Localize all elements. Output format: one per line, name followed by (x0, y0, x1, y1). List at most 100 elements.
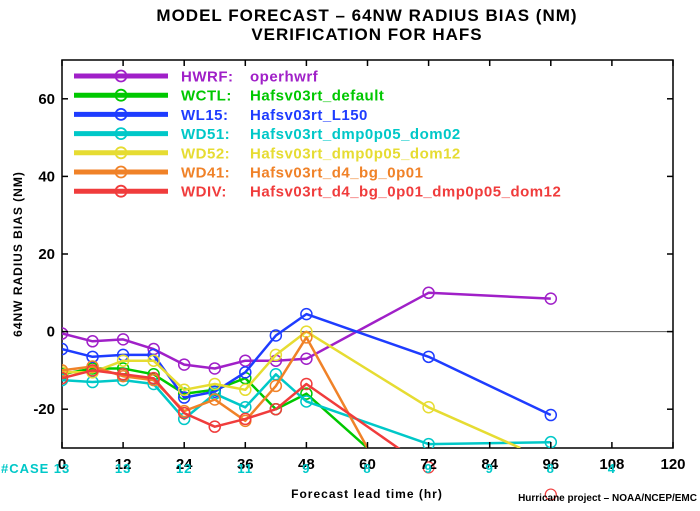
data-point (544, 408, 558, 422)
data-point (208, 420, 221, 433)
legend-swatch-marker (114, 184, 128, 198)
x-tick-label: 60 (359, 456, 376, 473)
data-point (422, 401, 435, 414)
legend-swatch-marker (114, 146, 128, 160)
data-point (300, 331, 313, 344)
legend-description: Hafsv03rt_d4_bg_0p01 (250, 165, 423, 182)
legend-label: WDIV: (181, 184, 227, 201)
x-axis-label: Forecast lead time (hr) (291, 487, 443, 501)
legend-entry: WCTL: Hafsv03rt_default (74, 88, 384, 105)
data-point (269, 379, 283, 393)
x-tick-label: 96 (542, 456, 559, 473)
data-point (239, 366, 252, 379)
series-wl15 (62, 307, 558, 422)
y-tick-label: 40 (38, 168, 55, 185)
y-tick-label: 0 (47, 324, 55, 341)
data-point (86, 364, 99, 377)
case-count-value: 12 (176, 461, 192, 476)
data-point (208, 377, 221, 391)
legend-swatch-marker (114, 165, 128, 179)
data-point (422, 286, 435, 300)
legend-swatch-marker (114, 127, 128, 141)
data-point (86, 360, 99, 373)
legend-entry: WL15: Hafsv03rt_L150 (74, 107, 368, 124)
data-point (86, 335, 99, 348)
case-count-value: 4 (608, 461, 616, 476)
chart-title-line-1: MODEL FORECAST – 64NW RADIUS BIAS (NM) (156, 6, 577, 25)
data-point (422, 437, 435, 448)
legend-label: WCTL: (181, 88, 232, 105)
series-line (62, 291, 551, 370)
data-point (300, 395, 313, 408)
data-point (239, 383, 252, 397)
case-count-value: 9 (424, 461, 432, 476)
data-point (177, 391, 191, 404)
legend-swatch-marker (114, 88, 128, 102)
legend-description: Hafsv03rt_d4_bg_0p01_dmp0p05_dom12 (250, 184, 561, 201)
legend-entry: WD41: Hafsv03rt_d4_bg_0p01 (74, 165, 423, 182)
data-point (62, 327, 69, 340)
data-point (300, 307, 313, 321)
data-point (116, 333, 130, 346)
data-point (300, 352, 313, 366)
data-point (269, 402, 283, 416)
data-point (62, 342, 69, 356)
data-point (177, 406, 191, 420)
series-line (62, 312, 552, 417)
data-point (177, 358, 191, 371)
data-point-offscale (544, 488, 557, 501)
legend-entry: HWRF: operhwrf (74, 69, 318, 86)
legend-entry: WDIV: Hafsv03rt_d4_bg_0p01_dmp0p05_dom12 (74, 184, 561, 201)
case-count-value: 9 (486, 461, 494, 476)
legend-description: Hafsv03rt_default (250, 88, 384, 105)
x-tick-label: 84 (481, 456, 498, 473)
data-point (177, 383, 191, 397)
data-point (86, 350, 99, 364)
x-tick-label: 108 (599, 456, 624, 473)
y-tick-label: 20 (38, 246, 55, 263)
legend-label: WD52: (181, 145, 230, 162)
case-count-value: 13 (54, 461, 70, 476)
x-tick-label: 12 (115, 456, 132, 473)
case-count-value: 13 (115, 461, 131, 476)
data-point (300, 387, 313, 400)
x-tick-label: 36 (237, 456, 254, 473)
data-point (62, 371, 69, 385)
legend-entry: WD52: Hafsv03rt_dmp0p05_dom12 (74, 145, 461, 162)
x-tick-label: 72 (420, 456, 437, 473)
data-point (544, 292, 558, 305)
y-tick-label: -20 (33, 401, 55, 418)
data-point (208, 393, 221, 406)
data-point (147, 354, 160, 367)
series-wdiv (62, 364, 401, 448)
data-point (422, 350, 435, 364)
data-point (269, 329, 283, 342)
data-point (116, 368, 130, 381)
data-point (239, 412, 252, 426)
legend-label: HWRF: (181, 69, 233, 86)
x-tick-label: 0 (58, 456, 66, 473)
data-point (147, 371, 160, 385)
data-point (269, 348, 283, 362)
case-count-value: 8 (363, 461, 371, 476)
series-line (62, 367, 369, 448)
x-tick-label: 120 (660, 456, 685, 473)
data-point-offscale (422, 461, 435, 474)
case-count-value: 9 (302, 461, 310, 476)
credit-text: Hurricane project – NOAA/NCEP/EMC (518, 493, 697, 504)
y-axis-label: 64NW RADIUS BIAS (NM) (11, 171, 25, 337)
case-count-label: #CASE (1, 461, 49, 476)
data-point (62, 364, 69, 377)
y-tick-label: 60 (38, 91, 55, 108)
data-point (300, 377, 313, 391)
legend-swatch-marker (114, 108, 128, 121)
x-tick-label: 48 (298, 456, 315, 473)
legend-description: Hafsv03rt_dmp0p05_dom12 (250, 145, 461, 162)
data-point (116, 354, 130, 367)
legend-label: WD41: (181, 165, 230, 182)
legend-description: Hafsv03rt_L150 (250, 107, 368, 124)
legend-label: WD51: (181, 126, 230, 143)
legend-entry: WD51: Hafsv03rt_dmp0p05_dom02 (74, 126, 460, 143)
